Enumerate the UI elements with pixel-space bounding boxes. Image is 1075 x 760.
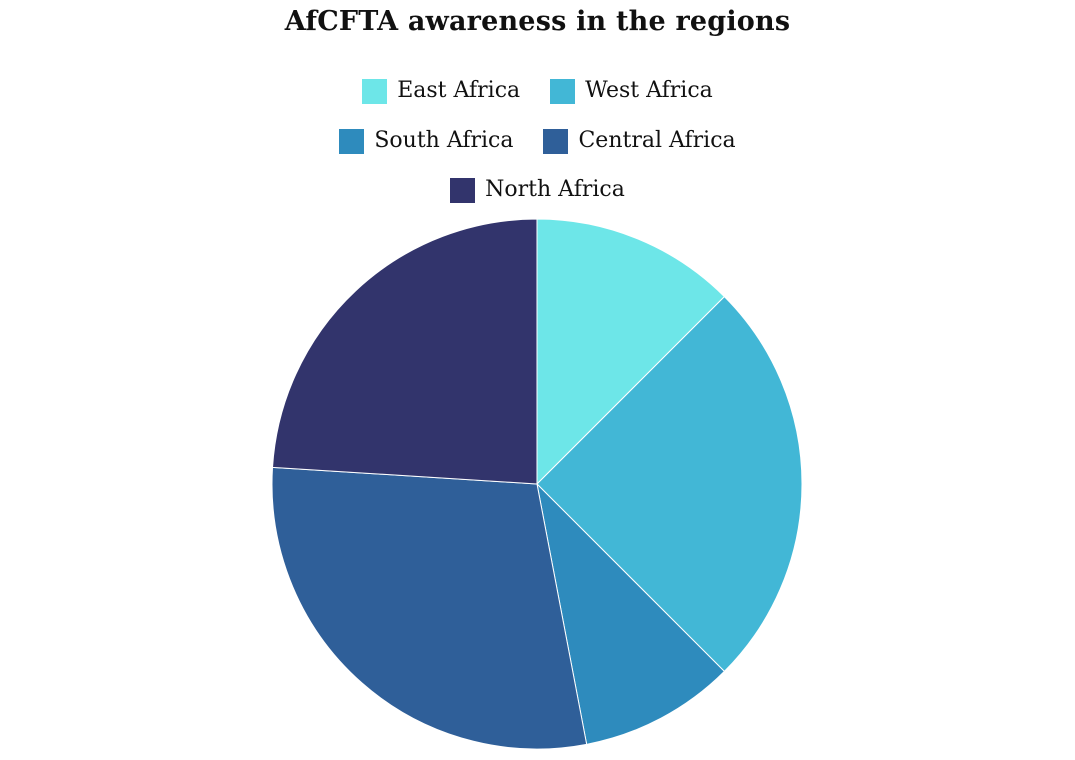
legend-swatch: [362, 78, 388, 104]
pie-slice-west-africa[interactable]: [536, 295, 803, 673]
legend-item-west-africa[interactable]: West Africa: [550, 78, 713, 104]
legend-label: West Africa: [585, 78, 713, 103]
legend-swatch: [543, 128, 569, 154]
legend-swatch: [450, 177, 476, 203]
legend-item-central-africa[interactable]: Central Africa: [543, 128, 736, 154]
legend-row: East Africa West Africa: [0, 78, 1075, 104]
chart-title: AfCFTA awareness in the regions: [284, 6, 791, 37]
pie-slice-north-africa[interactable]: [271, 218, 538, 485]
legend-item-east-africa[interactable]: East Africa: [362, 78, 520, 104]
legend-label: North Africa: [485, 177, 625, 202]
legend-item-south-africa[interactable]: South Africa: [339, 128, 513, 154]
legend-item-north-africa[interactable]: North Africa: [450, 177, 625, 203]
legend-swatch: [550, 78, 576, 104]
legend-row: South Africa Central Africa: [0, 128, 1075, 154]
legend-row: North Africa: [0, 177, 1075, 203]
legend-label: South Africa: [374, 128, 514, 153]
pie-slice-central-africa[interactable]: [271, 466, 588, 750]
legend-label: Central Africa: [578, 128, 736, 153]
legend-swatch: [339, 128, 365, 154]
pie-slice-south-africa[interactable]: [536, 482, 726, 745]
pie-slice-east-africa[interactable]: [536, 218, 726, 486]
legend-label: East Africa: [397, 78, 521, 103]
